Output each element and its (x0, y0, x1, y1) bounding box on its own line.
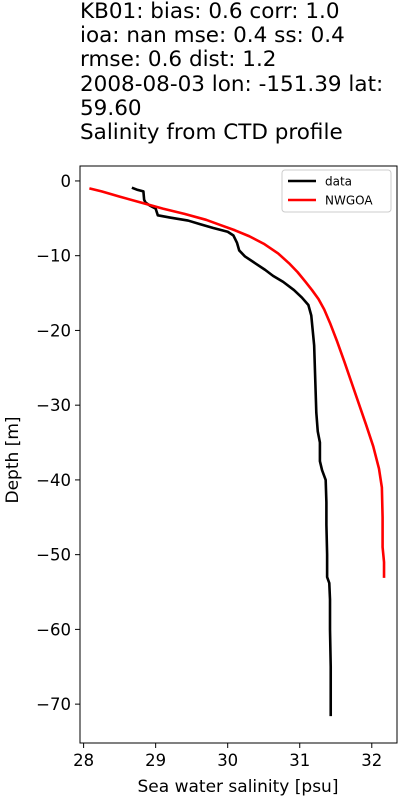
title-line-latitude: 59.60 (80, 95, 142, 121)
y-tick-label: −60 (36, 620, 71, 639)
title-line-metrics-2: ioa: nan mse: 0.4 ss: 0.4 (80, 23, 345, 49)
x-tick-label: 31 (289, 751, 310, 770)
legend-label-nwgoa: NWGOA (325, 194, 373, 208)
title-line-date-location: 2008-08-03 lon: -151.39 lat: (80, 71, 384, 97)
series-line-nwgoa (89, 187, 386, 578)
y-tick-label: −30 (36, 396, 71, 415)
x-tick-label: 29 (145, 751, 166, 770)
legend: data NWGOA (281, 169, 392, 213)
x-tick-label: 32 (361, 751, 382, 770)
y-tick-label: 0 (61, 172, 72, 191)
legend-label-data: data (325, 175, 352, 189)
y-tick-label: −10 (36, 247, 71, 266)
plot-area (89, 186, 386, 717)
title-line-metrics-3: rmse: 0.6 dist: 1.2 (80, 47, 277, 73)
y-tick-label: −40 (36, 471, 71, 490)
x-tick-label: 28 (73, 751, 94, 770)
y-axis-label: Depth [m] (3, 416, 23, 503)
axes: 28 29 30 31 32 0 −10 −20 −30 −40 −50 −60 −70 (36, 165, 398, 770)
title-line-metrics-1: KB01: bias: 0.6 corr: 1.0 (80, 0, 340, 24)
x-axis-label: Sea water salinity [psu] (138, 777, 339, 797)
series-line-data (131, 186, 333, 717)
y-tick-label: −50 (36, 546, 71, 565)
plot-frame (79, 165, 398, 744)
y-tick-label: −70 (36, 695, 71, 714)
y-tick-label: −20 (36, 321, 71, 340)
x-tick-label: 30 (217, 751, 238, 770)
chart-title-block: KB01: bias: 0.6 corr: 1.0 ioa: nan mse: … (80, 0, 398, 145)
title-line-description: Salinity from CTD profile (80, 120, 343, 146)
